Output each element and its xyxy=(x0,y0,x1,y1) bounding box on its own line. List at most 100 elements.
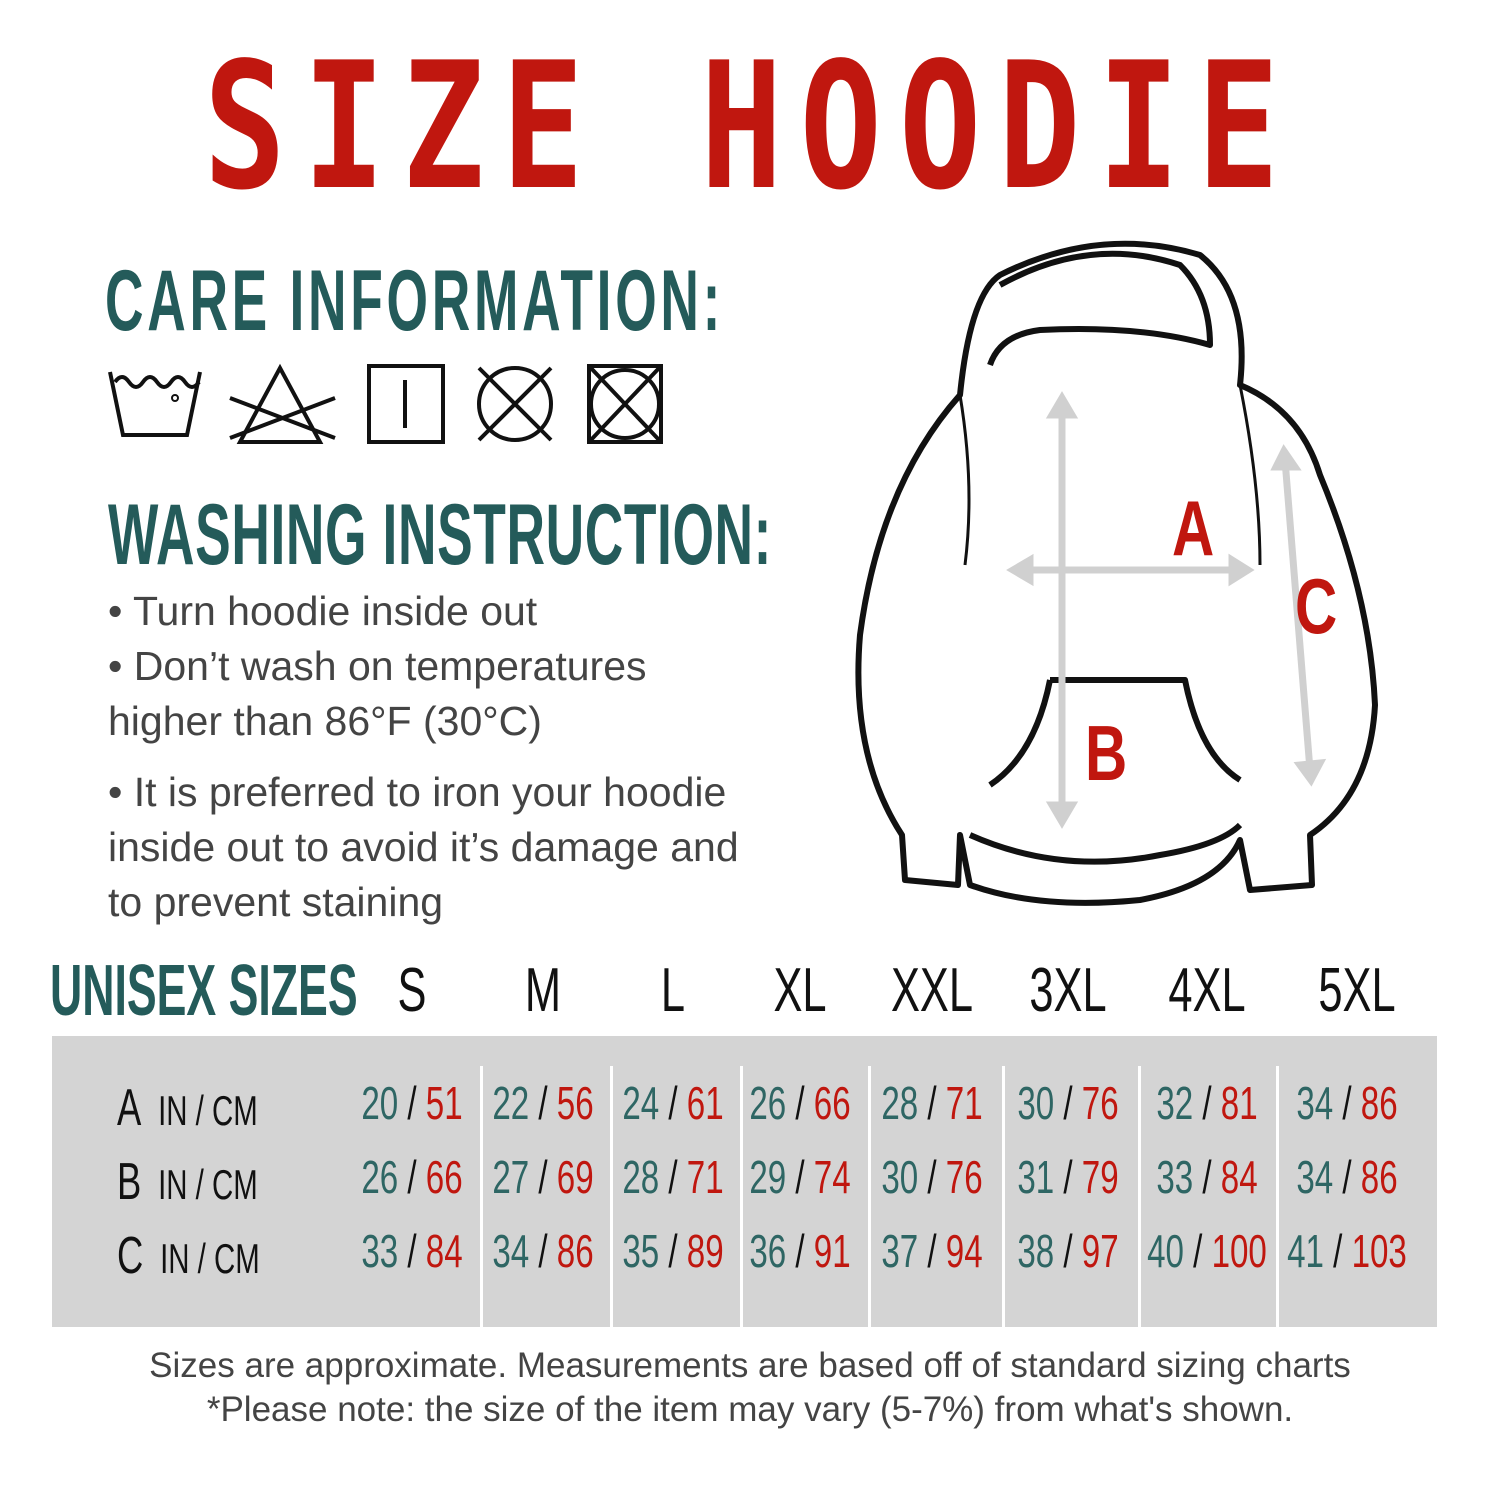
separator: / xyxy=(529,1225,557,1277)
separator: / xyxy=(1054,1151,1082,1203)
inch-value: 34 xyxy=(492,1225,530,1277)
inch-value: 35 xyxy=(622,1225,660,1277)
separator: / xyxy=(786,1225,814,1277)
unit-label: IN / CM xyxy=(158,1161,258,1208)
table-cell: 29 / 74 xyxy=(728,1150,872,1204)
label-b: B xyxy=(1085,710,1127,797)
inch-value: 40 xyxy=(1147,1225,1184,1277)
do-not-bleach-icon xyxy=(229,363,336,444)
table-cell: 38 / 97 xyxy=(996,1224,1140,1278)
size-header-m: M xyxy=(524,956,562,1025)
inch-value: 31 xyxy=(1017,1151,1055,1203)
separator: / xyxy=(1183,1225,1212,1277)
inch-value: 34 xyxy=(1296,1077,1334,1129)
separator: / xyxy=(398,1151,426,1203)
size-header-row: UNISEX SIZES S M L XL XXL 3XL 4XL 5XL xyxy=(50,950,1450,1031)
size-header-4xl: 4XL xyxy=(1168,956,1246,1025)
table-cell: 33 / 84 xyxy=(1135,1150,1279,1204)
cm-value: 61 xyxy=(686,1077,724,1129)
cm-value: 103 xyxy=(1351,1225,1407,1277)
inch-value: 26 xyxy=(749,1077,787,1129)
inch-value: 26 xyxy=(361,1151,399,1203)
page-title: SIZE HOODIE xyxy=(203,26,1297,229)
inch-value: 33 xyxy=(1156,1151,1194,1203)
table-cell: 37 / 94 xyxy=(860,1224,1004,1278)
separator: / xyxy=(1054,1077,1082,1129)
table-cell: 34 / 86 xyxy=(1275,1150,1419,1204)
inch-value: 36 xyxy=(749,1225,787,1277)
column-divider xyxy=(1276,1066,1279,1331)
footer-note: Sizes are approximate. Measurements are … xyxy=(149,1346,1351,1385)
table-cell: 40 / 100 xyxy=(1135,1224,1279,1278)
column-divider xyxy=(610,1066,613,1331)
size-table: A IN / CM 20 / 51 22 / 56 24 / 61 26 / 66 28 /… xyxy=(52,1036,1437,1331)
size-header-l: L xyxy=(660,956,686,1025)
separator: / xyxy=(398,1077,426,1129)
size-header-xl: XL xyxy=(773,956,827,1025)
cm-value: 81 xyxy=(1220,1077,1258,1129)
cm-value: 84 xyxy=(425,1225,463,1277)
hand-wash-30-icon xyxy=(108,371,202,437)
table-cell: 41 / 103 xyxy=(1275,1224,1419,1278)
cm-value: 97 xyxy=(1081,1225,1119,1277)
cm-value: 69 xyxy=(556,1151,594,1203)
inch-value: 37 xyxy=(881,1225,919,1277)
cm-value: 66 xyxy=(813,1077,851,1129)
inch-value: 41 xyxy=(1287,1225,1324,1277)
label-a: A xyxy=(1172,485,1214,572)
cm-value: 76 xyxy=(945,1151,983,1203)
wash-line: higher than 86°F (30°C) xyxy=(108,698,542,744)
row-label-b: B IN / CM xyxy=(117,1152,258,1212)
separator: / xyxy=(1054,1225,1082,1277)
cm-value: 71 xyxy=(686,1151,724,1203)
inch-value: 29 xyxy=(749,1151,787,1203)
inch-value: 22 xyxy=(492,1077,530,1129)
inch-value: 30 xyxy=(1017,1077,1055,1129)
cm-value: 86 xyxy=(556,1225,594,1277)
separator: / xyxy=(529,1151,557,1203)
separator: / xyxy=(918,1151,946,1203)
cm-value: 51 xyxy=(425,1077,463,1129)
inch-value: 28 xyxy=(622,1151,660,1203)
table-cell: 20 / 51 xyxy=(340,1076,484,1130)
unit-label: IN / CM xyxy=(158,1087,258,1134)
cm-value: 74 xyxy=(813,1151,851,1203)
row-name: C xyxy=(117,1227,144,1285)
separator: / xyxy=(659,1225,687,1277)
line-dry-icon xyxy=(367,364,445,444)
separator: / xyxy=(786,1151,814,1203)
label-c: C xyxy=(1295,563,1337,650)
cm-value: 76 xyxy=(1081,1077,1119,1129)
cm-value: 84 xyxy=(1220,1151,1258,1203)
footer-disclaimer: *Please note: the size of the item may v… xyxy=(206,1390,1294,1429)
hoodie-outline xyxy=(855,240,1378,906)
table-cell: 27 / 69 xyxy=(471,1150,615,1204)
separator: / xyxy=(659,1151,687,1203)
table-cell: 28 / 71 xyxy=(860,1076,1004,1130)
table-cell: 34 / 86 xyxy=(1275,1076,1419,1130)
inch-value: 33 xyxy=(361,1225,399,1277)
unisex-sizes-label: UNISEX SIZES xyxy=(50,951,358,1031)
inch-value: 38 xyxy=(1017,1225,1055,1277)
hoodie-diagram: A B C xyxy=(855,240,1378,906)
table-cell: 26 / 66 xyxy=(340,1150,484,1204)
washing-heading: WASHING INSTRUCTION: xyxy=(108,487,773,583)
inch-value: 32 xyxy=(1156,1077,1194,1129)
wash-line: • Don’t wash on temperatures xyxy=(108,643,647,689)
inch-value: 28 xyxy=(881,1077,919,1129)
table-cell: 35 / 89 xyxy=(601,1224,745,1278)
separator: / xyxy=(1333,1151,1361,1203)
wash-line: • It is preferred to iron your hoodie xyxy=(108,769,727,815)
table-cell: 33 / 84 xyxy=(340,1224,484,1278)
inch-value: 27 xyxy=(492,1151,530,1203)
cm-value: 86 xyxy=(1360,1151,1398,1203)
cm-value: 89 xyxy=(686,1225,724,1277)
care-icons xyxy=(108,363,663,444)
row-label-c: C IN / CM xyxy=(117,1226,260,1286)
table-cell: 31 / 79 xyxy=(996,1150,1140,1204)
do-not-dry-clean-icon xyxy=(587,364,663,444)
table-cell: 30 / 76 xyxy=(860,1150,1004,1204)
cm-value: 91 xyxy=(813,1225,851,1277)
table-cell: 36 / 91 xyxy=(728,1224,872,1278)
table-cell: 24 / 61 xyxy=(601,1076,745,1130)
